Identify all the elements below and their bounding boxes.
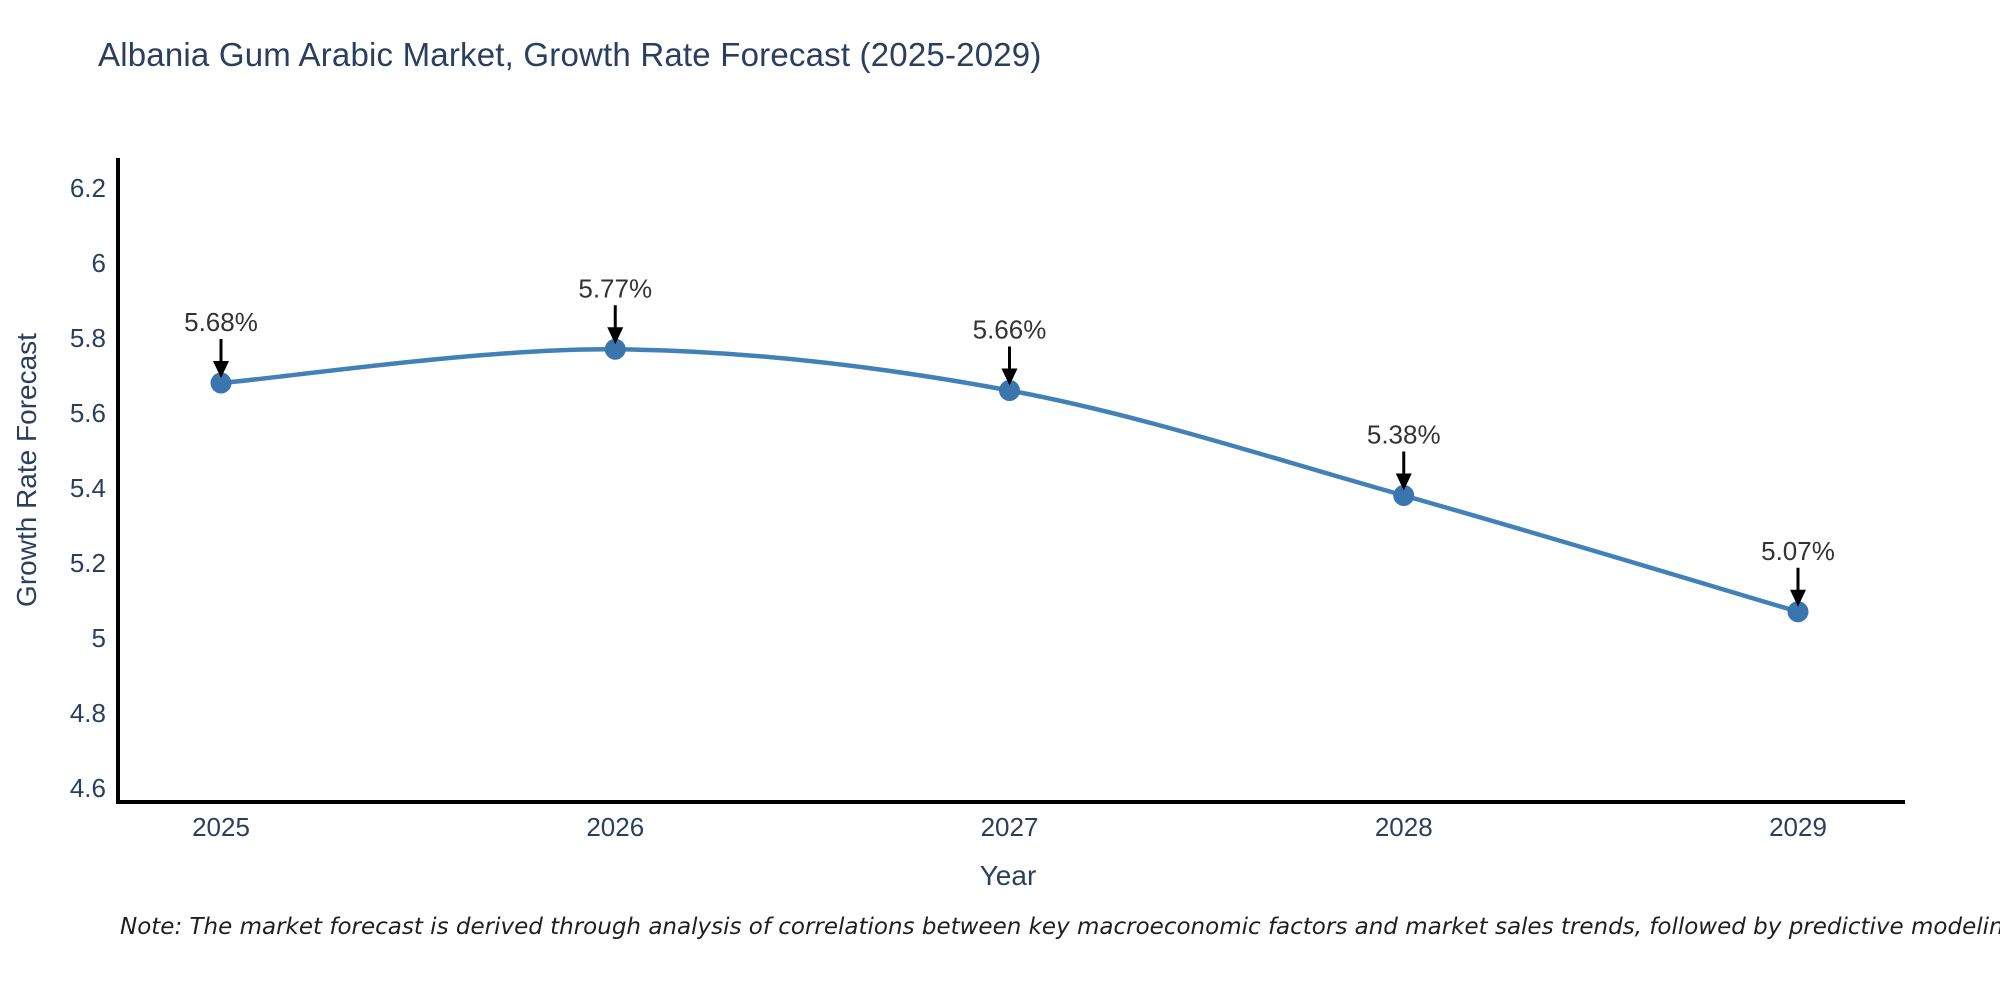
axes-layer (116, 158, 1905, 804)
point-annotation-text: 5.07% (1761, 536, 1835, 566)
x-axis-title: Year (979, 860, 1037, 891)
chart-title: Albania Gum Arabic Market, Growth Rate F… (98, 36, 1042, 73)
data-point-marker (999, 380, 1020, 401)
y-tick-label: 4.6 (70, 773, 106, 803)
data-point-marker (1393, 485, 1415, 506)
y-tick-label: 6.2 (70, 173, 106, 203)
x-tick-label: 2028 (1375, 812, 1433, 842)
y-tick-label: 5.2 (70, 548, 106, 578)
x-tick-label: 2025 (192, 812, 250, 842)
data-point-marker (1787, 601, 1809, 623)
x-tick-label: 2027 (981, 812, 1039, 842)
point-annotation-text: 5.68% (184, 307, 258, 337)
y-tick-label: 5.8 (70, 323, 106, 353)
annotation-arrowhead-icon (213, 361, 229, 378)
y-tick-label: 5.6 (70, 398, 106, 428)
annotation-arrowhead-icon (1790, 589, 1806, 607)
y-axis-title: Growth Rate Forecast (11, 333, 42, 607)
point-annotation-text: 5.77% (578, 273, 652, 303)
y-tick-label: 5 (92, 623, 106, 653)
y-tick-label: 6 (92, 248, 106, 278)
annotation-arrowhead-icon (1395, 473, 1412, 491)
annotation-arrowhead-icon (1001, 368, 1018, 386)
x-tick-label: 2026 (586, 812, 644, 842)
x-tick-label: 2029 (1769, 812, 1827, 842)
annotation-arrowhead-icon (607, 327, 624, 345)
data-point-marker (210, 372, 232, 394)
data-point-marker (604, 338, 626, 360)
point-annotation-text: 5.38% (1367, 420, 1441, 450)
point-annotation-text: 5.66% (973, 315, 1047, 345)
annotations-layer: 5.68% 5.77% 5.66% 5.38% 5.07% (184, 273, 1835, 607)
series-layer (210, 338, 1809, 623)
footnote: Note: The market forecast is derived thr… (120, 914, 2000, 940)
tick-labels-layer: 4.6 4.8 5 5.2 5.4 5.6 5.8 6 6.2 2025 2026 2027 2028 2… (70, 173, 1827, 842)
y-tick-label: 5.4 (70, 473, 106, 503)
y-tick-label: 4.8 (70, 698, 106, 728)
